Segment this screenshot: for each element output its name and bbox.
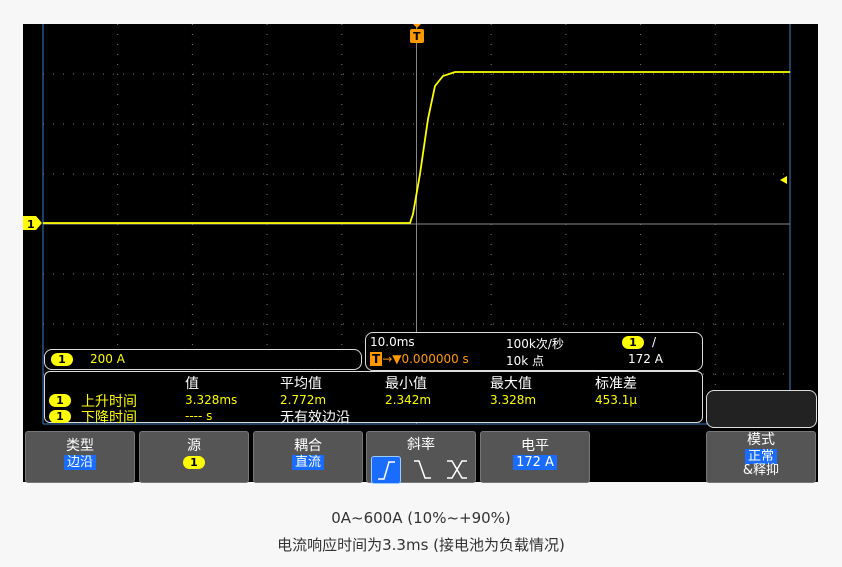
fall-time-label: 下降时间: [81, 410, 137, 426]
blurred-status-box: [706, 390, 817, 428]
header-value: 值: [185, 376, 199, 392]
trigger-source-badge: 1: [622, 336, 644, 349]
rise-time-mean: 2.772m: [280, 393, 327, 407]
rise-time-value: 3.328ms: [185, 393, 238, 407]
softkey-label: 电平: [521, 438, 549, 454]
rise-time-max: 3.328m: [490, 393, 537, 407]
softkey-coupling[interactable]: 耦合 直流: [253, 431, 363, 483]
fall-time-note: 无有效边沿: [280, 410, 350, 426]
softkey-extra: &释抑: [742, 463, 780, 478]
channel-badge: 1: [51, 353, 73, 366]
rise-time-min: 2.342m: [385, 393, 432, 407]
softkey-slope[interactable]: 斜率: [366, 431, 476, 484]
channel-badge: 1: [49, 394, 71, 407]
softkey-label: 模式: [747, 432, 775, 448]
trigger-delay-row: T →▼0.000000 s: [370, 352, 469, 366]
measurement-panel: 值 平均值 最小值 最大值 标准差 1 上升时间 3.328ms 2.772m …: [44, 371, 703, 426]
header-mean: 平均值: [280, 376, 322, 392]
channel-badge: 1: [49, 410, 71, 423]
caption-line-1: 0A~600A (10%~+90%): [331, 509, 511, 527]
trigger-position-marker: [410, 29, 424, 43]
rise-time-stddev: 453.1μ: [595, 393, 637, 407]
trigger-level-marker: [780, 176, 787, 184]
softkey-value: 直流: [291, 455, 324, 470]
fall-time-value: ---- s: [185, 409, 213, 423]
trigger-delay: 0.000000 s: [401, 352, 469, 366]
softkey-value: 1: [183, 456, 205, 469]
vertical-scale: 200 A: [90, 352, 125, 366]
channel-scale-box: 1 200 A: [44, 349, 362, 370]
timebase: 10.0ms: [370, 335, 415, 349]
channel-1-marker-label: 1: [27, 218, 35, 231]
trigger-position-arrow: [413, 24, 421, 28]
softkey-value: 正常: [744, 449, 777, 464]
trigger-marker-label: T: [413, 30, 421, 43]
softkey-value: 边沿: [63, 455, 96, 470]
softkey-label: 源: [187, 438, 201, 454]
trigger-level: 172 A: [628, 352, 663, 366]
channel-1-ground-marker: [23, 216, 42, 230]
slope-either-icon[interactable]: [443, 456, 471, 482]
softkey-level[interactable]: 电平 172 A: [480, 431, 590, 483]
waveform-display: 1T: [23, 24, 791, 425]
header-stddev: 标准差: [595, 376, 637, 392]
rise-time-label: 上升时间: [81, 394, 137, 410]
trigger-slope-symbol: /: [652, 335, 657, 349]
slope-rising-icon[interactable]: [370, 456, 401, 484]
softkey-value: 172 A: [513, 455, 557, 470]
softkey-label: 耦合: [294, 438, 322, 454]
timebase-box: 10.0ms T →▼0.000000 s 100k次/秒 10k 点 1 / 1…: [365, 332, 703, 371]
header-min: 最小值: [385, 376, 427, 392]
caption-line-2: 电流响应时间为3.3ms (接电池为负载情况): [277, 536, 565, 554]
header-max: 最大值: [490, 376, 532, 392]
trigger-icon: T: [370, 352, 383, 366]
record-points: 10k 点: [506, 354, 545, 368]
sample-rate: 100k次/秒: [506, 337, 564, 351]
softkey-type[interactable]: 类型 边沿: [25, 431, 135, 483]
softkey-label: 类型: [66, 438, 94, 454]
slope-falling-icon[interactable]: [408, 456, 436, 482]
softkey-label: 斜率: [407, 437, 435, 453]
channel-1-trace: [43, 71, 790, 224]
softkey-mode[interactable]: 模式 正常 &释抑: [706, 431, 816, 483]
